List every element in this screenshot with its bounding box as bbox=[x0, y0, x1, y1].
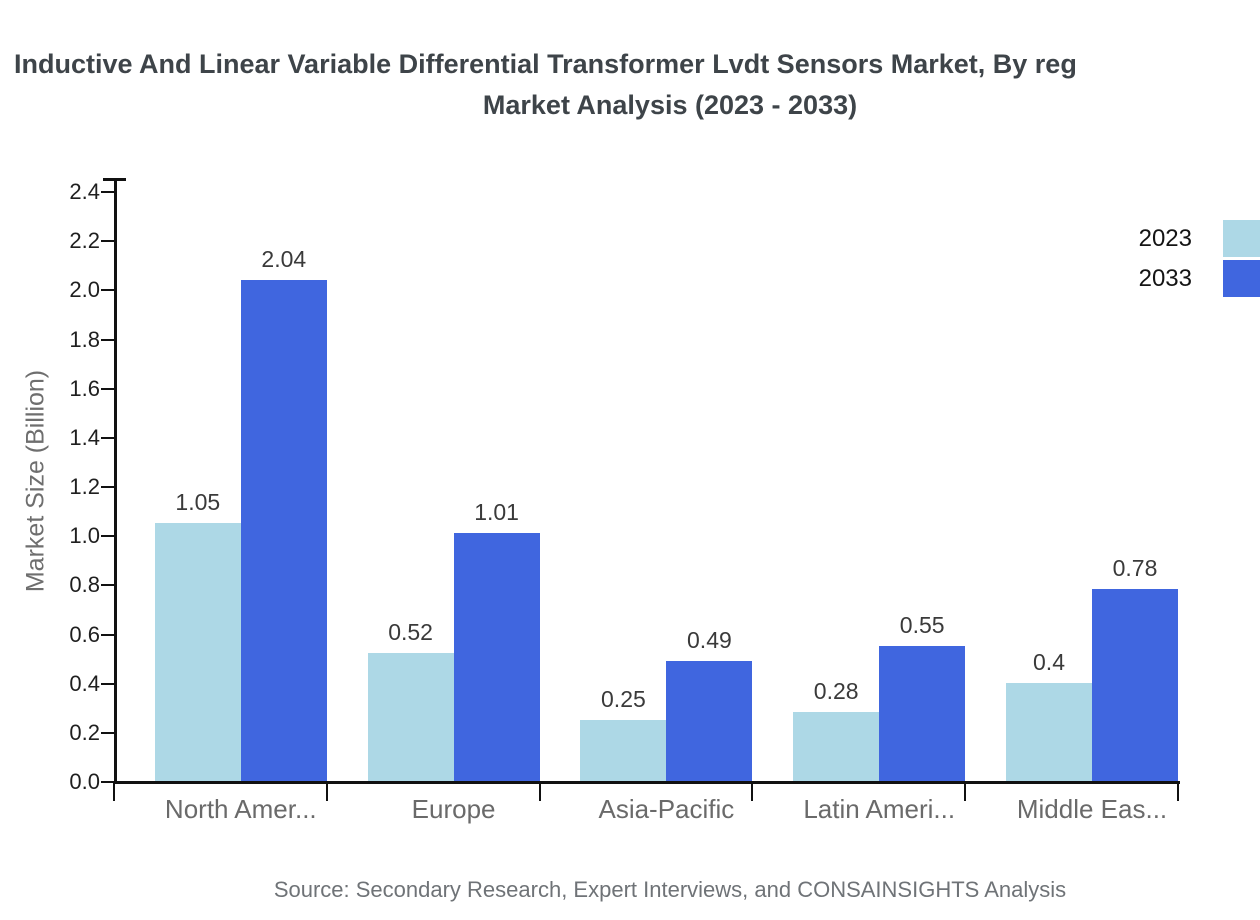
x-tick-mark bbox=[538, 783, 541, 801]
bar bbox=[580, 719, 667, 781]
y-tick-label: 0.4 bbox=[69, 670, 100, 696]
bar bbox=[240, 279, 327, 781]
chart-title: Inductive And Linear Variable Differenti… bbox=[0, 44, 1260, 126]
value-label: 2.04 bbox=[261, 245, 307, 272]
y-tick-label: 1.6 bbox=[69, 375, 100, 401]
x-tick-mark bbox=[751, 783, 754, 801]
y-tick-label: 1.0 bbox=[69, 523, 100, 549]
y-axis-line bbox=[114, 178, 117, 784]
y-tick-label: 0.2 bbox=[69, 719, 100, 745]
x-tick-label: Europe bbox=[411, 794, 496, 824]
y-tick-mark bbox=[101, 535, 114, 538]
y-tick-label: 1.4 bbox=[69, 424, 100, 450]
legend-item: 2033 bbox=[0, 260, 1260, 297]
x-tick-label: Middle Eas... bbox=[1016, 794, 1168, 824]
x-tick-mark bbox=[1177, 783, 1179, 801]
y-tick-label: 1.2 bbox=[69, 474, 100, 499]
y-tick-mark bbox=[101, 584, 114, 587]
y-tick-label: 1.8 bbox=[69, 326, 100, 352]
chart-title-line2: Market Analysis (2023 - 2033) bbox=[482, 90, 858, 120]
y-tick-mark bbox=[101, 289, 114, 292]
value-label: 0.28 bbox=[813, 678, 859, 705]
value-label: 1.01 bbox=[474, 498, 519, 525]
chart-title-line1: Inductive And Linear Variable Differenti… bbox=[14, 49, 1077, 79]
bar bbox=[154, 522, 241, 781]
bar bbox=[1092, 589, 1178, 781]
bar bbox=[453, 532, 540, 781]
source-note: Source: Secondary Research, Expert Inter… bbox=[273, 877, 1067, 902]
y-tick-mark bbox=[101, 682, 114, 685]
y-tick-mark bbox=[101, 633, 114, 636]
y-tick-mark bbox=[101, 387, 114, 390]
y-tick-label: 0.0 bbox=[69, 769, 100, 794]
y-axis-end-cap bbox=[103, 178, 126, 181]
bar bbox=[367, 653, 454, 781]
x-tick-label: Latin Ameri... bbox=[803, 794, 956, 824]
legend-swatch bbox=[1223, 220, 1260, 257]
y-tick-mark bbox=[101, 781, 114, 783]
legend-swatch bbox=[1223, 260, 1260, 297]
x-tick-mark bbox=[325, 783, 328, 801]
y-tick-label: 2.4 bbox=[69, 179, 100, 204]
value-label: 0.55 bbox=[899, 611, 945, 638]
legend-label: 2033 bbox=[1138, 265, 1192, 292]
x-tick-mark bbox=[964, 783, 967, 801]
legend-item: 2023 bbox=[0, 220, 1260, 257]
value-label: 0.4 bbox=[1033, 648, 1065, 675]
x-tick-mark bbox=[113, 783, 115, 801]
y-tick-mark bbox=[101, 731, 114, 734]
x-axis-line bbox=[114, 781, 1180, 784]
value-label: 0.78 bbox=[1112, 555, 1158, 582]
x-tick-label: North Amer... bbox=[164, 794, 317, 824]
legend-label: 2023 bbox=[1138, 225, 1192, 252]
y-tick-label: 2.0 bbox=[69, 277, 100, 303]
value-label: 0.25 bbox=[601, 685, 646, 712]
y-tick-label: 2.2 bbox=[69, 228, 100, 254]
y-tick-mark bbox=[101, 486, 114, 488]
y-tick-mark bbox=[101, 240, 114, 243]
x-tick-label: Asia-Pacific bbox=[598, 794, 735, 824]
value-label: 0.49 bbox=[687, 626, 732, 653]
y-tick-mark bbox=[101, 436, 114, 439]
bar bbox=[666, 660, 753, 781]
value-label: 1.05 bbox=[175, 488, 221, 515]
y-tick-label: 0.6 bbox=[69, 621, 100, 647]
bar bbox=[1006, 682, 1092, 781]
bar bbox=[793, 712, 880, 781]
y-tick-mark bbox=[101, 338, 114, 341]
y-tick-label: 0.8 bbox=[69, 572, 100, 598]
y-tick-mark bbox=[101, 191, 114, 193]
bar bbox=[879, 645, 966, 781]
value-label: 0.52 bbox=[388, 619, 433, 646]
